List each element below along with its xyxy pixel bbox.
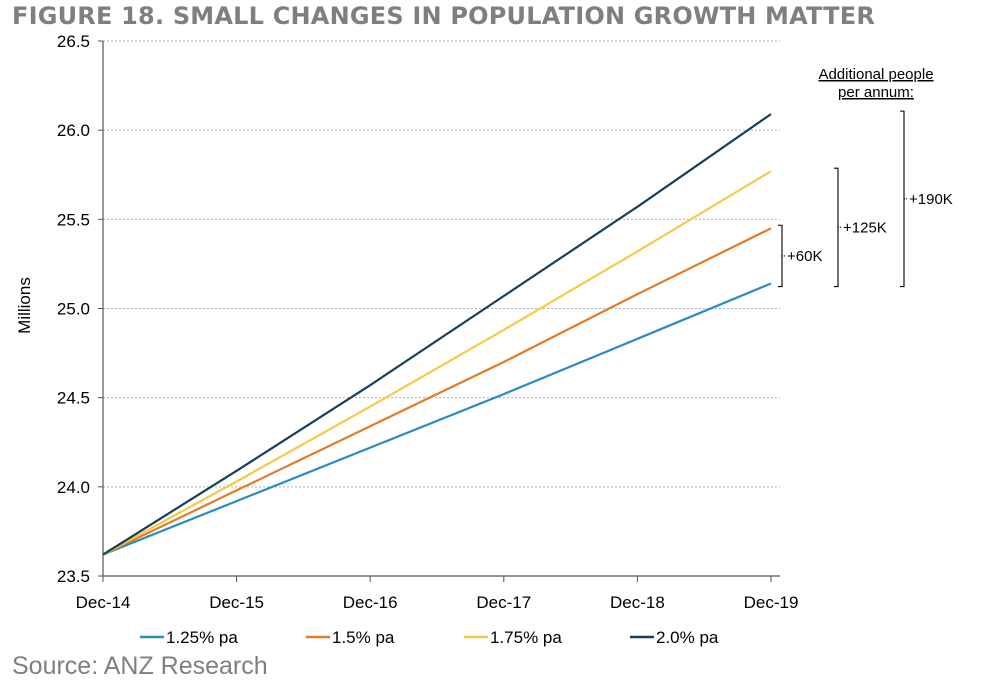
axes: 23.5 24.0 24.5 25.0 25.5 26.0 26.5 Dec-14 Dec-15… — [15, 32, 798, 612]
annotation-bracket — [834, 167, 839, 288]
x-tick-label: Dec-16 — [343, 593, 398, 612]
y-tick-label: 23.5 — [57, 567, 90, 586]
series-lines — [102, 113, 772, 556]
annotation-bracket — [900, 110, 905, 288]
legend-label: 1.25% pa — [166, 628, 238, 647]
annotation-label: +125K — [843, 219, 887, 236]
annotation-header-line: per annum: — [838, 84, 914, 101]
x-tick-label: Dec-19 — [744, 593, 799, 612]
annotation-bracket — [778, 224, 783, 288]
annotation-header-line: Additional people — [818, 66, 933, 83]
gridlines — [103, 40, 780, 488]
x-tick-label: Dec-14 — [76, 593, 131, 612]
x-tick-label: Dec-18 — [610, 593, 665, 612]
x-tick-label: Dec-17 — [476, 593, 531, 612]
annotation-label: +60K — [787, 248, 822, 265]
legend-label: 1.75% pa — [490, 628, 562, 647]
source-note: Source: ANZ Research — [12, 652, 268, 680]
legend-label: 1.5% pa — [332, 628, 395, 647]
y-tick-label: 26.0 — [57, 121, 90, 140]
legend-label: 2.0% pa — [656, 628, 719, 647]
series-line-4 — [102, 113, 772, 556]
y-tick-label: 26.5 — [57, 32, 90, 51]
y-tick-label: 25.5 — [57, 210, 90, 229]
series-line-3 — [102, 170, 772, 556]
y-tick-label: 24.5 — [57, 389, 90, 408]
y-tick-label: 24.0 — [57, 478, 90, 497]
legend: 1.25% pa 1.5% pa 1.75% pa 2.0% pa — [140, 628, 719, 647]
x-tick-label: Dec-15 — [209, 593, 264, 612]
y-tick-label: 25.0 — [57, 300, 90, 319]
series-line-2 — [102, 227, 772, 556]
annotation-label: +190K — [909, 191, 953, 208]
series-line-1 — [102, 282, 772, 556]
chart-title: FIGURE 18. SMALL CHANGES IN POPULATION G… — [12, 2, 876, 30]
y-axis-label: Millions — [15, 277, 34, 334]
